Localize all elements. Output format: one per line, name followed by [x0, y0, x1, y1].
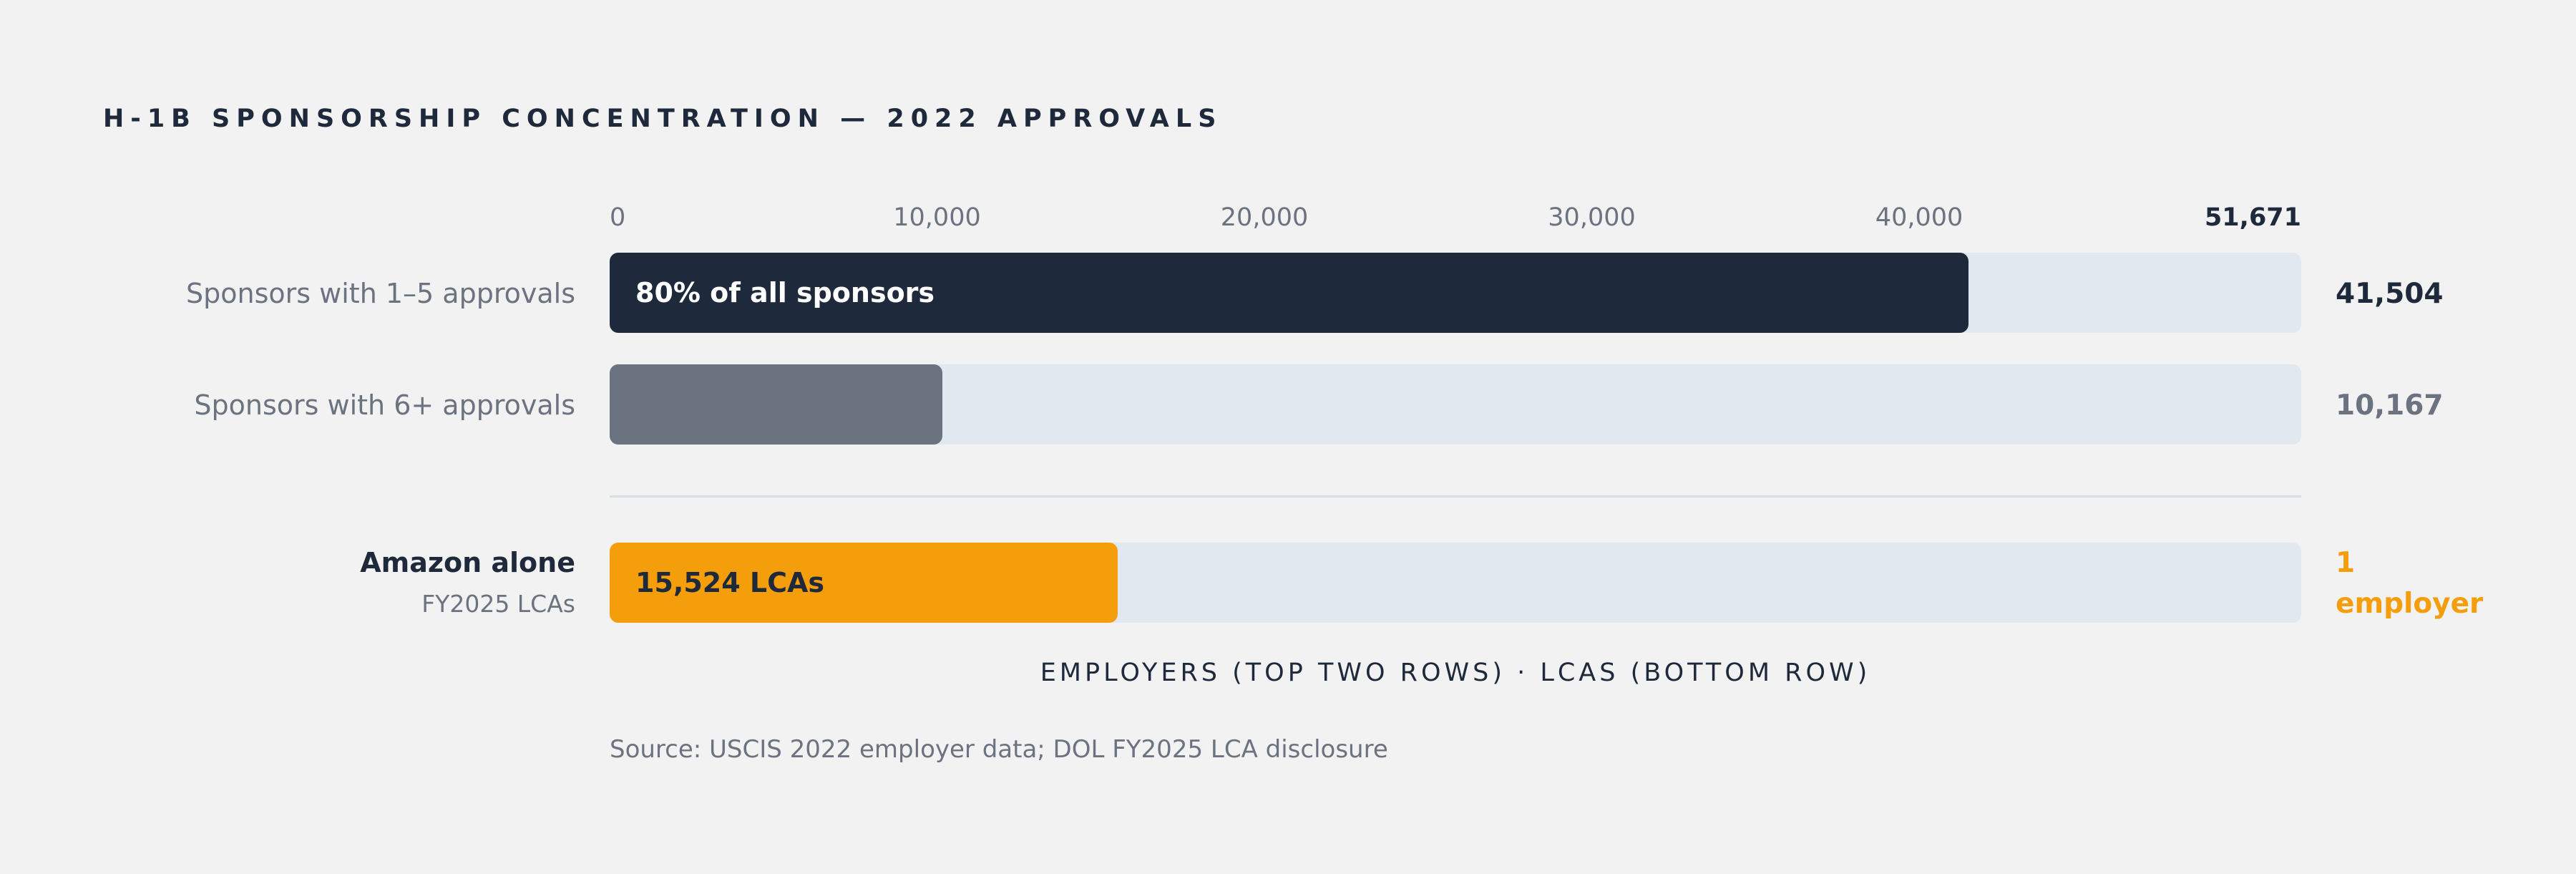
chart-title: H-1B SPONSORSHIP CONCENTRATION — 2022 AP…	[103, 105, 1223, 133]
value-label-sponsors-1-5: 41,504	[2336, 278, 2444, 310]
bar-sponsors-6-plus	[610, 364, 943, 445]
x-tick-label: 20,000	[1220, 203, 1309, 232]
row-label-sponsors-1-5: Sponsors with 1–5 approvals	[186, 278, 575, 309]
row-label-sponsors-6-plus: Sponsors with 6+ approvals	[194, 389, 575, 421]
row-label-amazon: Amazon alone	[360, 547, 575, 578]
value-label-sponsors-6-plus: 10,167	[2336, 389, 2444, 422]
bar-sponsors-1-5	[610, 253, 1968, 333]
bar-inner-label-sponsors-1-5: 80% of all sponsors	[635, 277, 935, 309]
x-tick-label: 51,671	[2204, 203, 2301, 232]
value-label-amazon-line-1: 1	[2336, 547, 2356, 579]
source-note: Source: USCIS 2022 employer data; DOL FY…	[610, 735, 1388, 764]
bar-inner-label-amazon: 15,524 LCAs	[635, 567, 824, 598]
x-tick-label: 10,000	[893, 203, 981, 232]
section-divider	[610, 495, 2301, 497]
value-label-amazon: 1 employer	[2336, 543, 2483, 624]
x-axis-label: EMPLOYERS (TOP TWO ROWS) · LCAS (BOTTOM …	[1040, 659, 1871, 687]
x-tick-label: 0	[610, 203, 626, 232]
x-tick-label: 40,000	[1875, 203, 1963, 232]
bar-amazon	[610, 543, 1118, 623]
x-tick-label: 30,000	[1548, 203, 1636, 232]
value-label-amazon-line-2: employer	[2336, 588, 2484, 620]
row-sublabel-amazon: FY2025 LCAs	[421, 590, 575, 618]
